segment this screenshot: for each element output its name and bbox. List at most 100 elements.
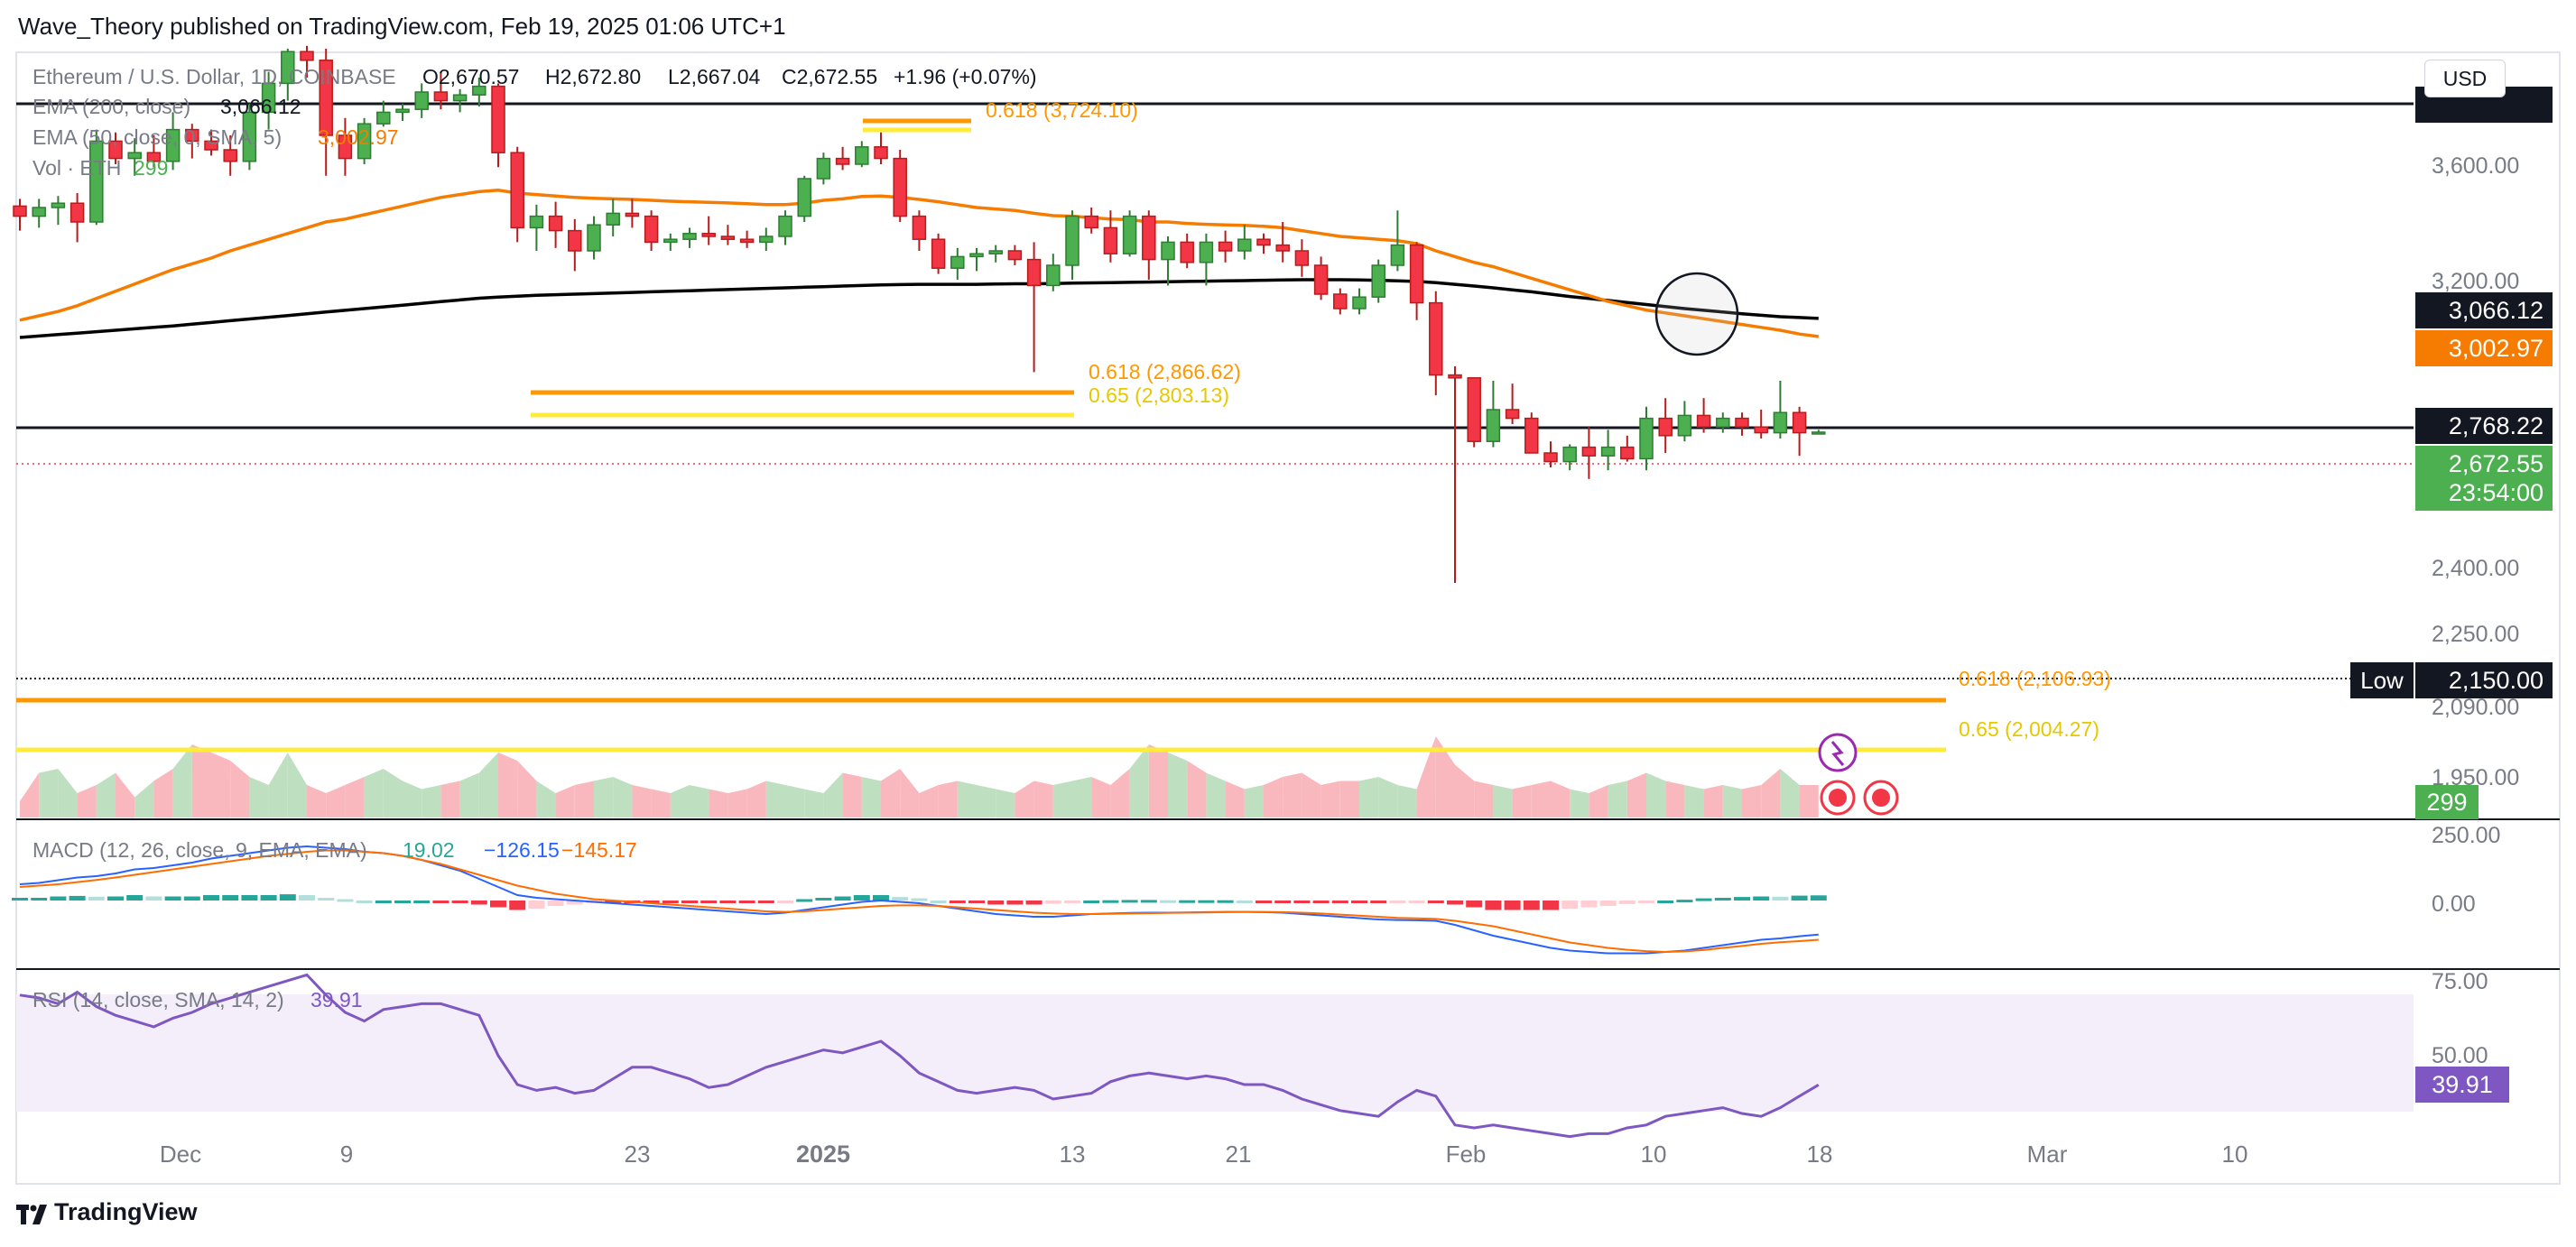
macd-pane [12, 845, 1827, 955]
tag-ema50-bg [2415, 330, 2553, 366]
tag-countdown: 23:54:00 [2449, 479, 2544, 506]
candle-body [1543, 452, 1558, 463]
volume-segment [403, 781, 422, 817]
macd-hist-bar [1389, 901, 1406, 903]
macd-tick-0: 0.00 [2432, 891, 2476, 917]
currency-button[interactable]: USD [2424, 60, 2506, 97]
candle-body [1237, 238, 1252, 252]
rsi-line [19, 973, 1820, 1139]
volume-segment [345, 777, 365, 817]
volume-segment [727, 789, 747, 817]
macd-hist-bar [1408, 901, 1425, 903]
volume-segment [172, 744, 192, 817]
tag-rsi-bg [2415, 1067, 2509, 1103]
candle-body [13, 205, 27, 217]
macd-hist-bar [69, 895, 86, 901]
volume-segment [211, 753, 231, 817]
volume-segment [881, 769, 901, 817]
volume-segment [555, 785, 575, 817]
tag-resistance-bg [2415, 408, 2553, 444]
candle-body [606, 212, 620, 226]
macd-hist-bar [1121, 900, 1138, 903]
macd-hist-bar [203, 895, 219, 901]
volume-segment [307, 785, 327, 817]
legend-vol-label: Vol · ETH [32, 156, 121, 180]
volume-segment [651, 789, 671, 817]
candle-body [261, 82, 276, 114]
rsi-tick-50: 50.00 [2432, 1043, 2488, 1068]
candle-body [874, 146, 888, 160]
candle-body [1716, 417, 1730, 428]
volume-segment [1531, 781, 1551, 817]
volume-segment [134, 781, 154, 817]
volume-segment [440, 781, 460, 817]
candle-body [1103, 226, 1118, 254]
volume-segment [1493, 785, 1513, 817]
candle-body [720, 236, 736, 240]
macd-hist-bar [1734, 897, 1750, 901]
candle-body [1812, 431, 1826, 435]
volume-segment [153, 769, 173, 817]
macd-hist-bar [987, 901, 1005, 905]
candle-body [1294, 250, 1310, 266]
candle-body [185, 128, 199, 143]
macd-hist-bar [1160, 900, 1176, 903]
publisher-header: Wave_Theory published on TradingView.com… [18, 13, 786, 40]
fib-low-618-label: 0.618 (2,106.93) [1959, 667, 2111, 690]
volume-segment [1033, 781, 1053, 817]
time-label-21: 21 [1226, 1141, 1252, 1168]
macd-hist-bar [1064, 901, 1080, 903]
macd-hist-bar [796, 899, 813, 902]
volume-segment [1225, 781, 1245, 817]
volume-segment [478, 753, 498, 817]
volume-segment [1799, 785, 1819, 817]
macd-hist-bar [490, 901, 506, 908]
volume-segment [58, 769, 78, 817]
candle-body [1180, 241, 1194, 263]
macd-hist-bar [164, 896, 181, 901]
time-label-23: 23 [625, 1141, 651, 1168]
ema-lines [19, 189, 1820, 339]
candle-body [1007, 250, 1023, 261]
macd-hist-bar [241, 895, 258, 901]
volume-segment [1742, 785, 1762, 817]
tradingview-logo[interactable]: TradingView [16, 1198, 198, 1226]
candle-body [1505, 409, 1520, 420]
candle-body [625, 212, 640, 217]
macd-hist-bar [1504, 901, 1521, 910]
volume-segment [1052, 781, 1072, 817]
candle-body [1161, 241, 1175, 261]
volume-segment [594, 777, 614, 817]
macd-hist-bar [1427, 901, 1444, 903]
candle-body [510, 152, 524, 229]
volume-segment [249, 777, 269, 817]
horizontal-levels [16, 102, 2414, 753]
events-icons[interactable] [1818, 733, 1899, 816]
volume-segment [785, 785, 805, 817]
volume-segment [574, 781, 594, 817]
fib-low-65-label: 0.65 (2,004.27) [1959, 717, 2099, 741]
volume-segment [39, 769, 59, 817]
volume-segment [957, 781, 977, 817]
volume-segment [1722, 785, 1742, 817]
volume-segment [670, 785, 690, 817]
rsi-legend-value: 39.91 [310, 988, 363, 1011]
candle-body [969, 253, 984, 258]
candle-body [1448, 374, 1462, 379]
candle-body [739, 238, 755, 244]
candle-body [1581, 446, 1597, 457]
macd-hist-bar [1599, 901, 1617, 906]
ema200-line [19, 278, 1819, 339]
legend-open: O2,670.57 [422, 65, 519, 88]
legend-vol-value: 299 [134, 156, 168, 180]
macd-hist-bar [1618, 901, 1635, 904]
macd-hist-bar [1331, 901, 1348, 903]
volume-segment [1665, 781, 1685, 817]
candle-body [491, 85, 505, 153]
macd-legend-signal: −145.17 [561, 838, 637, 862]
macd-hist-bar [1370, 901, 1387, 903]
volume-segment [383, 769, 403, 817]
macd-hist-bar [1543, 901, 1559, 910]
